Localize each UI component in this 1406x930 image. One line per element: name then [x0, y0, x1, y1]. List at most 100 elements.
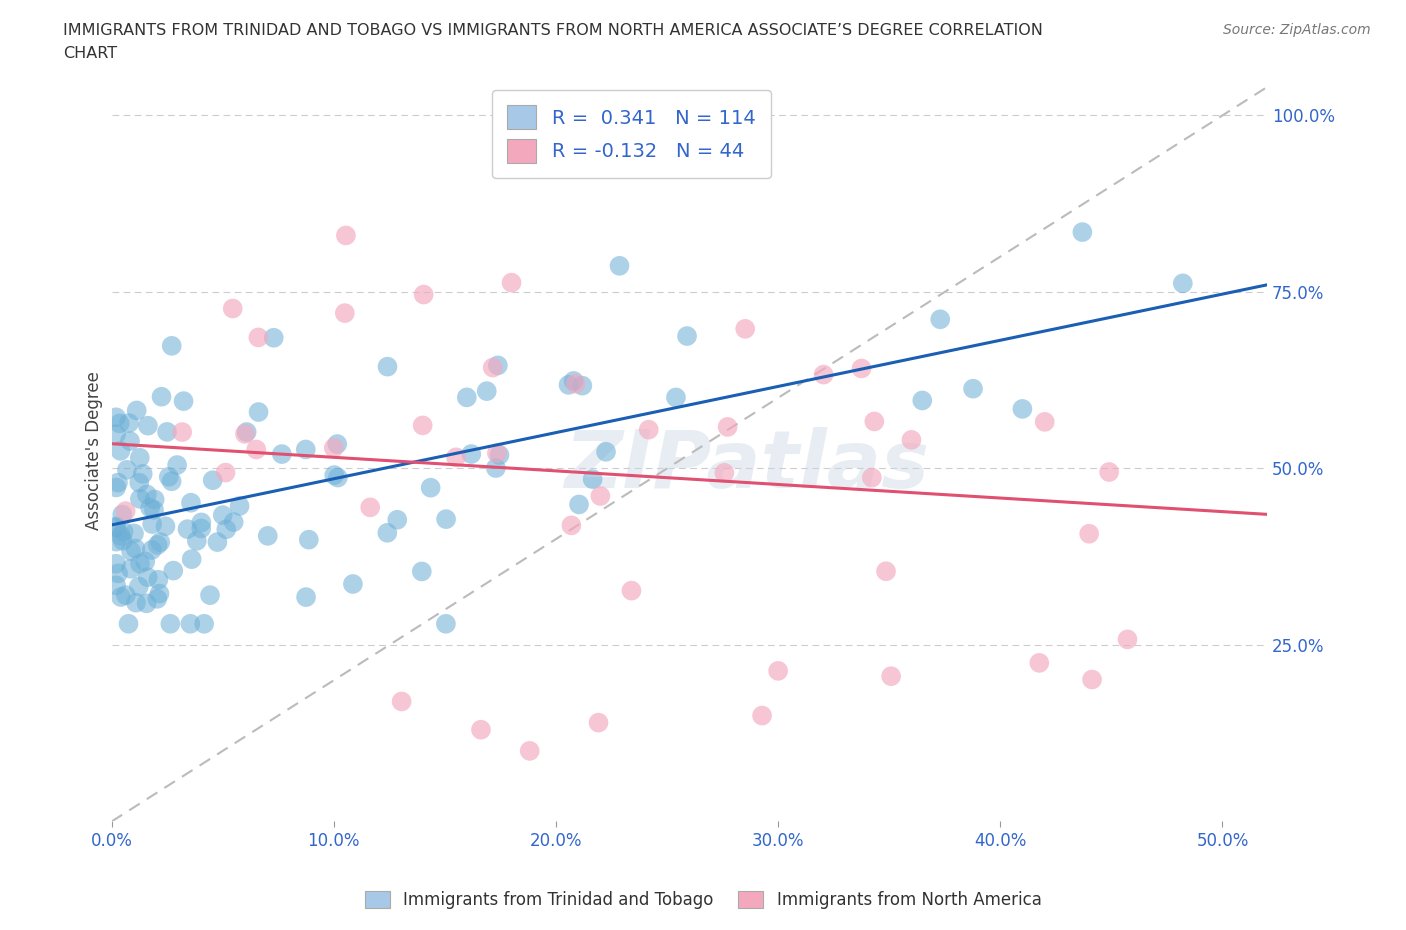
Point [294, 442, 316, 457]
Point [118, 433, 141, 448]
Point [263, 330, 285, 345]
Point [375, 525, 398, 540]
Point [609, 259, 631, 273]
Point [105, 519, 128, 534]
Point [148, 572, 170, 587]
Point [235, 425, 257, 440]
Point [108, 416, 131, 431]
Point [342, 577, 364, 591]
Point [560, 518, 582, 533]
Point [1081, 672, 1104, 687]
Point [117, 617, 139, 631]
Point [166, 458, 188, 472]
Point [1011, 402, 1033, 417]
Point [180, 551, 202, 566]
Point [564, 377, 586, 392]
Point [128, 579, 150, 594]
Point [105, 578, 128, 592]
Point [111, 507, 134, 522]
Point [880, 669, 903, 684]
Point [557, 378, 579, 392]
Point [589, 488, 612, 503]
Point [851, 361, 873, 376]
Point [132, 467, 155, 482]
Point [120, 562, 142, 577]
Point [128, 450, 150, 465]
Point [211, 508, 233, 523]
Point [929, 312, 952, 326]
Point [256, 528, 278, 543]
Point [962, 381, 984, 396]
Legend: Immigrants from Trinidad and Tobago, Immigrants from North America: Immigrants from Trinidad and Tobago, Imm… [356, 883, 1050, 917]
Point [139, 500, 162, 515]
Point [105, 410, 128, 425]
Legend: R =  0.341   N = 114, R = -0.132   N = 44: R = 0.341 N = 114, R = -0.132 N = 44 [492, 90, 772, 179]
Point [110, 444, 132, 458]
Point [125, 595, 148, 610]
Point [322, 441, 344, 456]
Point [124, 541, 146, 556]
Point [146, 538, 169, 552]
Point [129, 556, 152, 571]
Point [110, 528, 132, 543]
Point [434, 617, 457, 631]
Point [245, 442, 267, 457]
Point [519, 743, 541, 758]
Point [588, 715, 610, 730]
Point [207, 535, 229, 550]
Point [460, 446, 482, 461]
Point [107, 475, 129, 490]
Point [813, 367, 835, 382]
Point [595, 445, 617, 459]
Point [157, 470, 180, 485]
Point [149, 535, 172, 550]
Point [326, 471, 349, 485]
Point [146, 591, 169, 606]
Point [155, 519, 177, 534]
Point [419, 480, 441, 495]
Point [136, 570, 159, 585]
Point [110, 590, 132, 604]
Point [571, 379, 593, 393]
Point [135, 487, 157, 502]
Point [176, 522, 198, 537]
Point [128, 491, 150, 506]
Point [114, 504, 136, 519]
Point [159, 617, 181, 631]
Point [900, 432, 922, 447]
Point [141, 516, 163, 531]
Point [637, 422, 659, 437]
Point [150, 390, 173, 405]
Point [488, 447, 510, 462]
Point [222, 514, 245, 529]
Point [228, 498, 250, 513]
Point [173, 393, 195, 408]
Point [214, 465, 236, 480]
Point [863, 414, 886, 429]
Point [875, 564, 897, 578]
Point [105, 534, 128, 549]
Point [1116, 631, 1139, 646]
Point [911, 393, 934, 408]
Point [475, 384, 498, 399]
Point [128, 475, 150, 490]
Point [562, 374, 585, 389]
Point [582, 472, 605, 486]
Point [190, 515, 212, 530]
Point [1071, 225, 1094, 240]
Point [112, 525, 135, 539]
Point [160, 339, 183, 353]
Point [111, 533, 134, 548]
Point [125, 403, 148, 418]
Point [141, 542, 163, 557]
Point [1028, 656, 1050, 671]
Y-axis label: Associate's Degree: Associate's Degree [86, 371, 103, 530]
Text: IMMIGRANTS FROM TRINIDAD AND TOBAGO VS IMMIGRANTS FROM NORTH AMERICA ASSOCIATE’S: IMMIGRANTS FROM TRINIDAD AND TOBAGO VS I… [63, 23, 1043, 38]
Point [713, 465, 735, 480]
Point [734, 322, 756, 337]
Point [323, 468, 346, 483]
Point [860, 471, 883, 485]
Point [233, 427, 256, 442]
Text: CHART: CHART [63, 46, 117, 61]
Point [391, 694, 413, 709]
